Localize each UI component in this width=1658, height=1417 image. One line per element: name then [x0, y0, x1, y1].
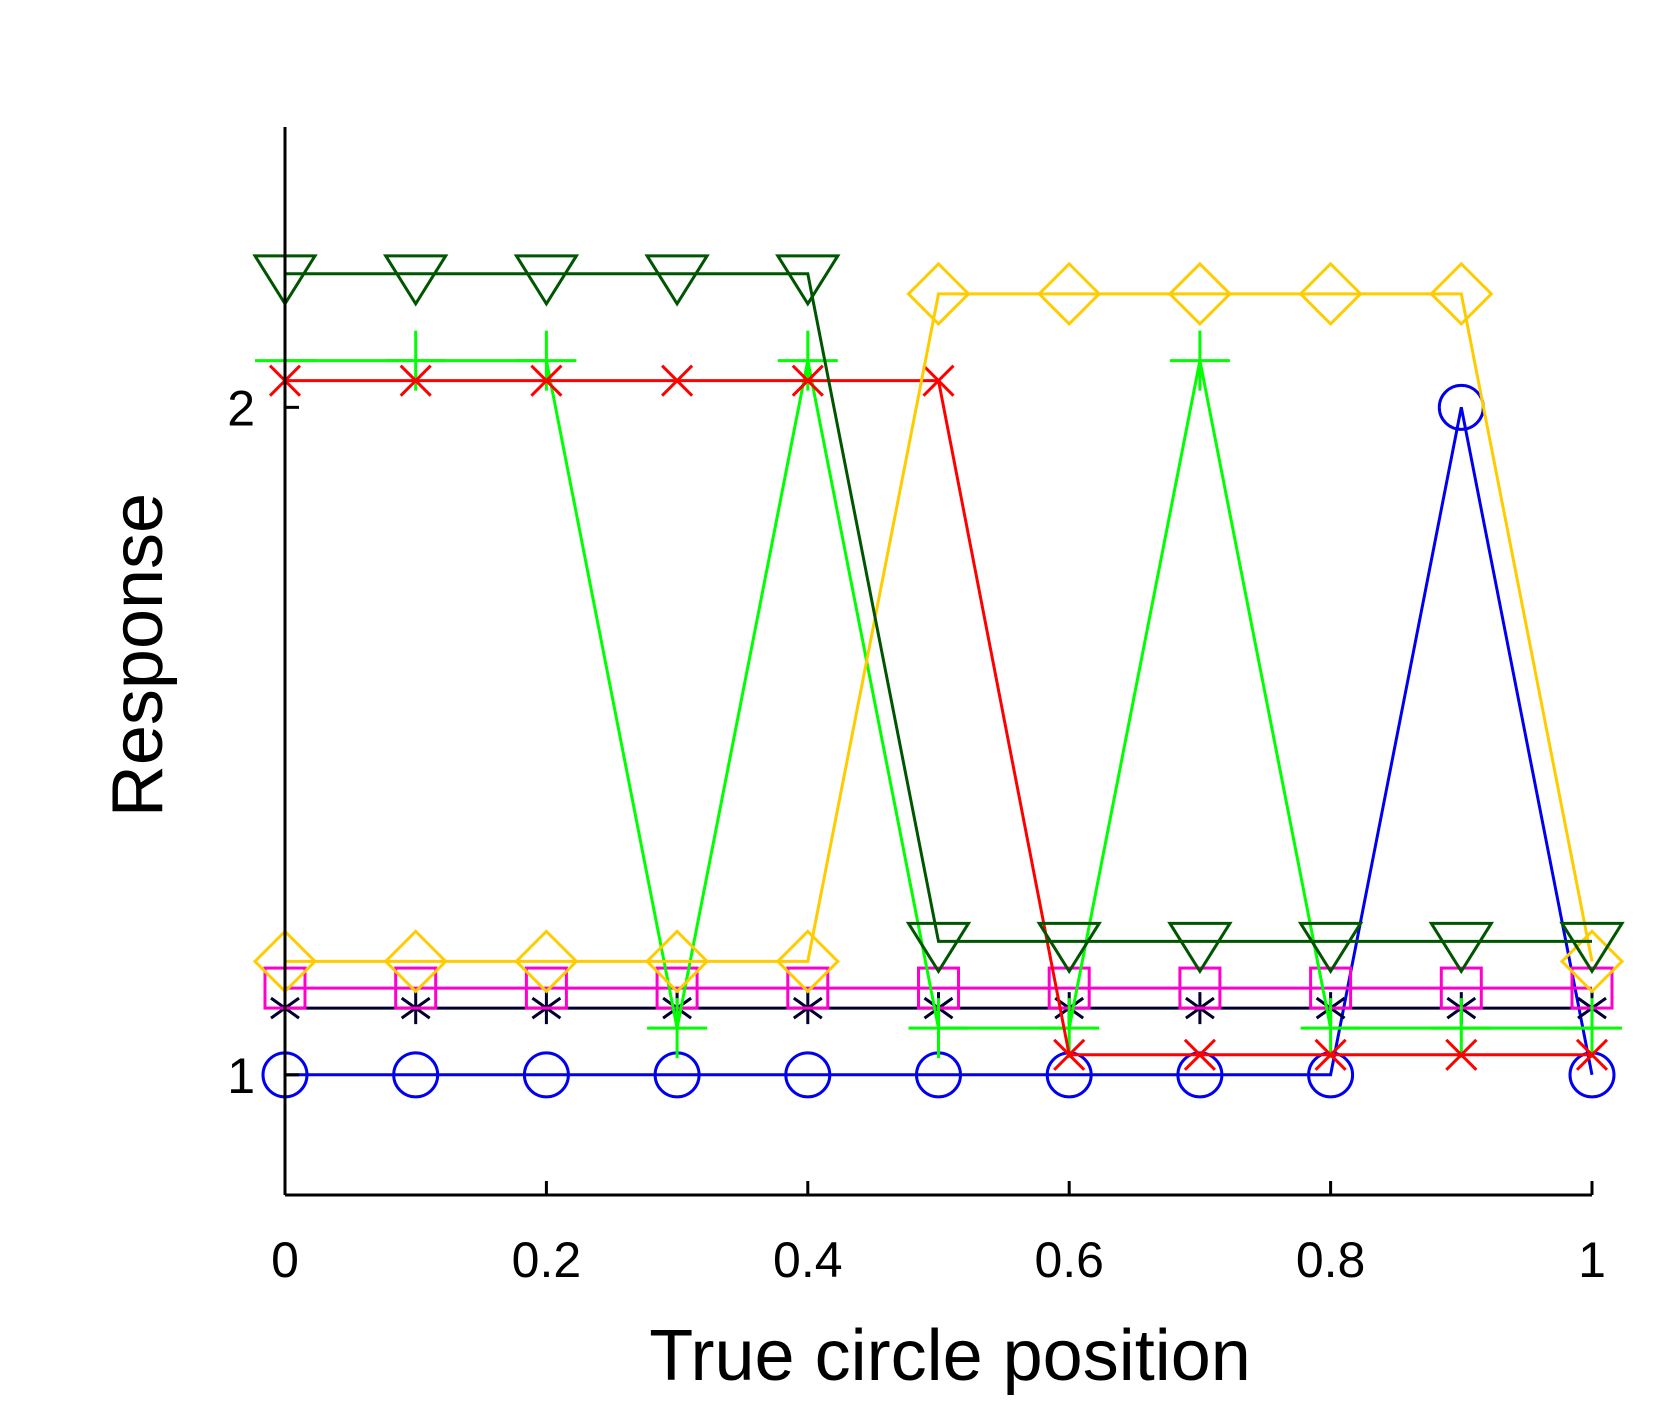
- circle-marker: [784, 1051, 832, 1099]
- x-marker: [399, 364, 432, 397]
- x-tick-label: 0: [271, 1232, 299, 1288]
- y-axis-title: Response: [98, 493, 178, 817]
- triangle-marker: [382, 254, 449, 307]
- x-tick-label: 0.2: [512, 1232, 582, 1288]
- series-line: [285, 379, 1592, 1057]
- x-marker: [661, 364, 694, 397]
- series-line: [285, 272, 1592, 943]
- x-axis-title: True circle position: [649, 1316, 1251, 1396]
- y-tick-label: 2: [227, 380, 255, 436]
- diamond-marker: [1298, 261, 1363, 326]
- triangle-marker: [1559, 921, 1625, 975]
- y-tick-label: 1: [227, 1048, 255, 1104]
- x-marker: [1314, 1038, 1347, 1071]
- x-marker: [791, 364, 824, 397]
- x-marker: [1183, 1038, 1216, 1071]
- triangle-marker: [513, 254, 580, 307]
- plus-marker: [647, 998, 708, 1059]
- square-marker: [524, 966, 568, 1010]
- diamond-marker: [1559, 929, 1625, 994]
- diamond-marker: [906, 261, 971, 326]
- plus-marker: [1431, 998, 1492, 1059]
- circle-marker: [1568, 1051, 1616, 1099]
- axes-layer: 0 0.2 0.4 0.6 0.8 1 1 2: [227, 127, 1606, 1288]
- triangle-marker: [1428, 921, 1495, 975]
- square-marker: [394, 966, 438, 1010]
- series-line: [285, 407, 1594, 1077]
- triangle-marker: [1297, 921, 1364, 975]
- series-diamond: [252, 261, 1625, 994]
- x-marker: [1053, 1038, 1086, 1071]
- x-tick-label: 0.4: [773, 1232, 843, 1288]
- x-marker: [1445, 1038, 1478, 1071]
- triangle-marker: [1036, 921, 1102, 975]
- square-marker: [786, 966, 830, 1010]
- diamond-marker: [383, 929, 448, 994]
- triangle-marker: [905, 921, 972, 975]
- x-marker: [530, 364, 563, 397]
- series-x: [268, 364, 1609, 1071]
- series-line: [285, 359, 1592, 1030]
- triangle-marker: [1167, 921, 1233, 975]
- square-marker: [1178, 966, 1222, 1010]
- x-marker: [922, 364, 955, 397]
- x-tick-label: 1: [1578, 1232, 1606, 1288]
- series-circle: [261, 383, 1616, 1099]
- triangle-marker: [775, 254, 841, 307]
- x-tick-label: 0.8: [1296, 1232, 1366, 1288]
- diamond-marker: [644, 929, 710, 994]
- diamond-marker: [1429, 261, 1494, 326]
- x-tick-label: 0.6: [1034, 1232, 1104, 1288]
- diamond-marker: [1167, 261, 1233, 326]
- plus-marker: [1300, 998, 1361, 1059]
- diamond-marker: [514, 929, 579, 994]
- series-line: [285, 292, 1594, 963]
- diamond-marker: [775, 929, 840, 994]
- series-layer: [252, 254, 1625, 1099]
- series-plus: [255, 330, 1622, 1059]
- series-triangle-down: [252, 254, 1625, 975]
- plus-marker: [1169, 330, 1230, 391]
- plus-marker: [1562, 998, 1622, 1059]
- x-marker: [1575, 1038, 1609, 1071]
- circle-marker: [392, 1051, 440, 1099]
- diamond-marker: [1037, 261, 1102, 326]
- triangle-marker: [644, 254, 710, 307]
- circle-marker: [522, 1051, 570, 1099]
- plus-marker: [908, 998, 969, 1059]
